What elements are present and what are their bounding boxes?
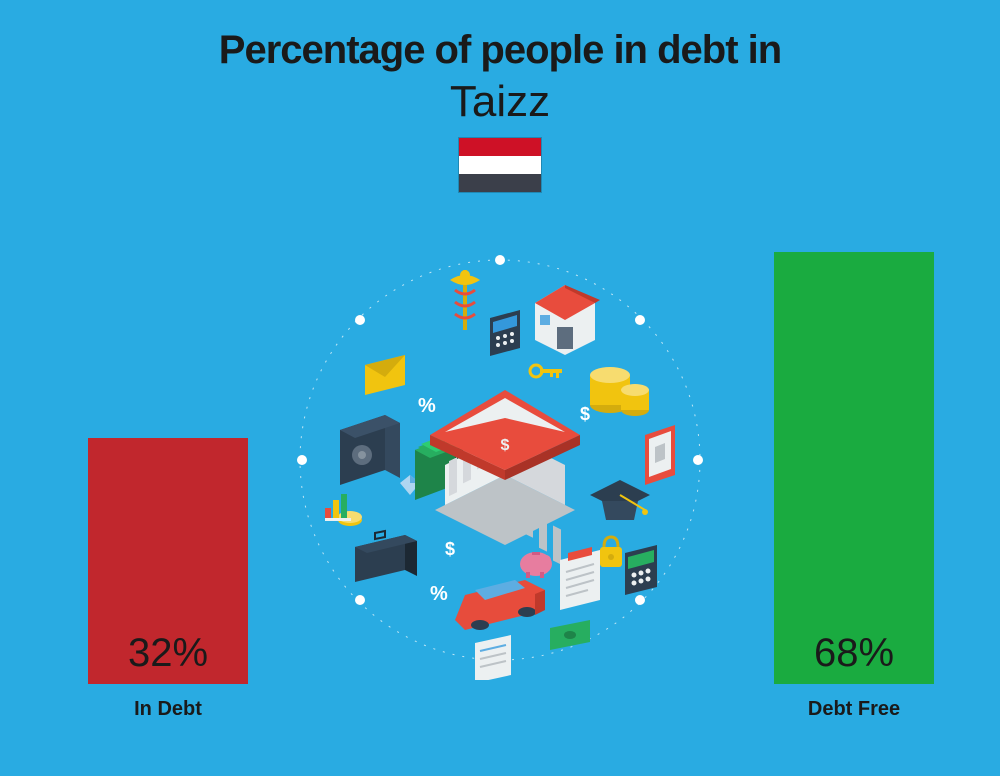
- bar-value: 32%: [128, 631, 208, 684]
- flag-stripe-mid: [459, 156, 541, 174]
- bar-label: In Debt: [134, 698, 202, 721]
- bar-rect: 68%: [774, 252, 934, 684]
- page-title: Percentage of people in debt in: [0, 0, 1000, 73]
- city-name: Taizz: [0, 77, 1000, 127]
- bar-label: Debt Free: [808, 698, 900, 721]
- svg-text:$: $: [580, 404, 590, 424]
- svg-text:%: %: [418, 395, 436, 417]
- flag-stripe-bot: [459, 174, 541, 192]
- bar-value: 68%: [814, 631, 894, 684]
- svg-text:$: $: [501, 437, 510, 454]
- bar-debt-free: 68% Debt Free: [774, 252, 934, 721]
- center-illustration: $ $: [280, 240, 720, 680]
- bar-in-debt: 32% In Debt: [88, 438, 248, 721]
- svg-text:$: $: [445, 539, 455, 559]
- flag-icon: [458, 137, 542, 193]
- flag-stripe-top: [459, 138, 541, 156]
- bar-rect: 32%: [88, 438, 248, 684]
- svg-text:%: %: [430, 583, 448, 605]
